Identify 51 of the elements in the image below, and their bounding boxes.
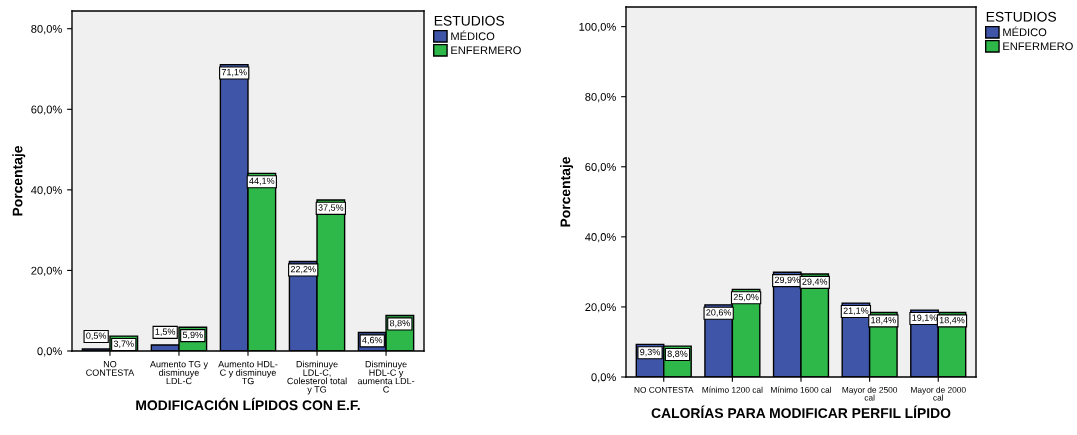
x-tick-label: Disminuye HDL-C y aumenta LDL- C xyxy=(357,360,415,393)
data-label: 20,6% xyxy=(706,309,732,317)
y-tick-label: 80,0% xyxy=(585,92,616,103)
data-label: 25,0% xyxy=(733,293,759,302)
legend-title: ESTUDIOS xyxy=(434,15,505,26)
y-axis-title: Porcentaje xyxy=(560,156,574,227)
y-tick-label: 40,0% xyxy=(31,186,62,196)
data-label: 18,4% xyxy=(871,316,896,325)
x-axis-title: CALORÍAS PARA MODIFICAR PERFIL LÍPIDO xyxy=(651,405,951,419)
y-tick-label: 0,0% xyxy=(37,347,62,357)
y-tick-label: 40,0% xyxy=(585,233,616,243)
data-label: 9,3% xyxy=(640,348,660,357)
data-label: 4,6% xyxy=(362,336,383,345)
legend-label: ENFERMERO xyxy=(1003,42,1073,51)
x-tick-label: Disminuye LDL-C, Colesterol total y TG xyxy=(287,360,347,395)
y-tick-label: 60,0% xyxy=(585,163,616,173)
data-label: 8,8% xyxy=(667,350,688,359)
x-tick-label: Mínimo 1200 cal xyxy=(702,386,763,393)
x-tick-label: Mayor de 2500 cal xyxy=(842,386,898,401)
y-tick-label: 0,0% xyxy=(591,373,616,383)
legend-label: MÉDICO xyxy=(1003,26,1047,37)
data-label: 19,1% xyxy=(912,314,938,322)
x-tick-label: NO CONTESTA xyxy=(634,386,694,393)
legend-title: ESTUDIOS xyxy=(986,11,1057,22)
data-label: 1,5% xyxy=(155,328,176,336)
y-tick-label: 20,0% xyxy=(31,266,62,276)
x-tick-label: Mínimo 1600 cal xyxy=(771,386,832,393)
data-label: 37,5% xyxy=(318,204,344,212)
data-label: 18,4% xyxy=(939,316,965,325)
x-tick-label: Aumento HDL- C y disminuye TG xyxy=(218,361,278,385)
legend-label: ENFERMERO xyxy=(451,46,521,55)
data-label: 71,1% xyxy=(221,69,247,77)
data-label: 29,4% xyxy=(802,278,828,286)
y-tick-label: 60,0% xyxy=(31,105,62,115)
y-axis-title: Porcentaje xyxy=(12,145,26,216)
data-label: 3,7% xyxy=(113,340,134,348)
data-label: 22,2% xyxy=(290,265,316,274)
legend-label: MÉDICO xyxy=(451,30,495,41)
data-label: 5,9% xyxy=(182,331,203,340)
x-tick-label: NO CONTESTA xyxy=(86,360,135,376)
y-tick-label: 20,0% xyxy=(585,303,616,313)
x-axis-title: MODIFICACIÓN LÍPIDOS CON E.F. xyxy=(136,397,360,411)
data-label: 21,1% xyxy=(843,307,869,315)
x-tick-label: Aumento TG y disminuye LDL-C xyxy=(149,360,208,385)
data-label: 44,1% xyxy=(249,177,275,186)
data-label: 8,8% xyxy=(389,319,410,328)
data-label: 29,9% xyxy=(774,276,800,285)
y-tick-label: 80,0% xyxy=(31,24,62,35)
data-label: 0,5% xyxy=(86,332,107,340)
x-tick-label: Mayor de 2000 cal xyxy=(911,386,966,401)
y-tick-label: 100,0% xyxy=(579,22,616,33)
